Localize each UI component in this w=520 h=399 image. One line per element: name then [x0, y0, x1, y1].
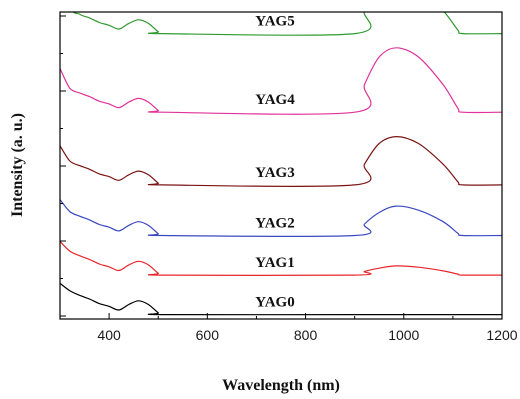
series-line-yag2 — [60, 199, 502, 237]
x-tick-label: 600 — [196, 327, 220, 343]
series-label-yag4: YAG4 — [255, 92, 295, 108]
series-label-yag2: YAG2 — [255, 216, 294, 232]
plot-area — [60, 12, 502, 316]
x-axis: 400 600 800 1000 1200 — [59, 313, 518, 343]
series-label-yag1: YAG1 — [255, 255, 294, 271]
x-tick-label: 400 — [97, 327, 121, 343]
series-label-yag0: YAG0 — [255, 295, 294, 311]
series-line-yag3 — [60, 136, 502, 188]
x-tick-label: 800 — [294, 327, 318, 343]
series-line-yag4 — [60, 47, 502, 115]
y-axis-title: Intensity (a. u.) — [9, 113, 26, 217]
series-label-yag3: YAG3 — [255, 165, 294, 181]
series-label-yag5: YAG5 — [255, 14, 294, 30]
x-tick-label: 1000 — [388, 327, 419, 343]
y-axis — [60, 15, 66, 317]
series-line-yag5 — [72, 12, 502, 36]
x-axis-title: Wavelength (nm) — [222, 377, 340, 394]
series-line-yag1 — [60, 241, 502, 277]
series-labels: YAG0 YAG1 YAG2 YAG3 YAG4 YAG5 — [255, 14, 295, 311]
series-line-yag0 — [60, 282, 502, 316]
x-tick-label: 1200 — [486, 327, 517, 343]
